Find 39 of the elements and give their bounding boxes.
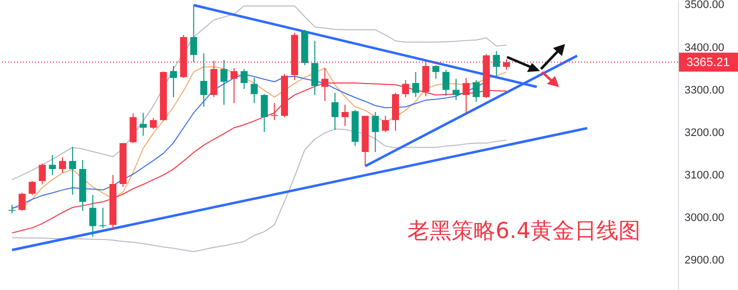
candlestick — [220, 60, 228, 106]
candlestick — [170, 66, 177, 98]
candlestick — [412, 71, 420, 98]
candlestick — [260, 94, 268, 133]
candlestick — [18, 192, 26, 212]
candlestick — [89, 194, 96, 238]
annotation: 老黑策略6.4黄金日线图 — [408, 219, 640, 244]
candlestick — [472, 80, 480, 102]
ref-line-label: 3365.21 — [686, 55, 730, 70]
candlestick — [372, 111, 379, 153]
candlestick — [432, 64, 440, 80]
candlestick — [331, 92, 338, 130]
y-tick-label: 3400.00 — [684, 42, 724, 54]
candlestick — [59, 156, 66, 174]
candlestick — [442, 69, 450, 96]
candlestick — [311, 40, 318, 96]
candlestick — [28, 180, 36, 196]
candlestick — [452, 78, 460, 101]
candlestick — [200, 52, 208, 108]
candlestick — [382, 115, 389, 133]
candlestick — [48, 154, 56, 176]
candlestick — [190, 4, 198, 63]
y-tick-label: 3100.00 — [684, 170, 724, 182]
y-tick-label: 3300.00 — [684, 84, 724, 96]
candlestick — [230, 68, 238, 104]
candlestick — [240, 68, 248, 90]
candlestick — [69, 146, 76, 196]
y-tick-label: 2900.00 — [684, 254, 724, 267]
y-tick-label: 3000.00 — [684, 212, 724, 224]
y-tick-label: 3200.00 — [684, 126, 724, 139]
candlestick — [492, 50, 500, 76]
candlestick — [270, 102, 278, 121]
y-tick-label: 3500.00 — [684, 0, 724, 12]
candlestick — [150, 117, 157, 130]
line-series — [12, 5, 507, 180]
candlestick — [38, 163, 46, 185]
candlestick — [250, 77, 258, 104]
candlestick — [140, 112, 147, 136]
candlestick — [342, 104, 349, 127]
